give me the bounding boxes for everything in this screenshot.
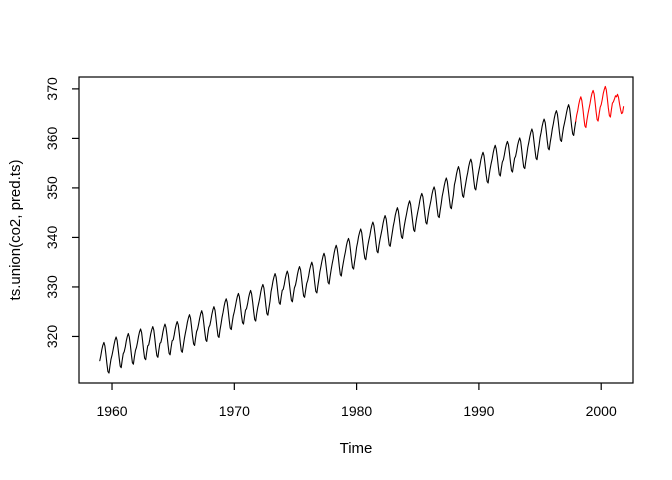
y-tick-label: 320: [44, 325, 60, 349]
x-tick-label: 2000: [586, 403, 617, 419]
x-axis: 1960 1970 1980 1990 2000: [96, 383, 617, 419]
y-tick-label: 360: [44, 127, 60, 151]
y-tick-label: 350: [44, 176, 60, 200]
y-tick-label: 370: [44, 77, 60, 101]
x-tick-label: 1970: [219, 403, 250, 419]
data-series-lines: [99, 85, 625, 374]
x-tick-label: 1960: [96, 403, 127, 419]
x-axis-title: Time: [340, 440, 373, 457]
plot-box-border: [78, 76, 634, 384]
series-line-co2: [99, 104, 577, 374]
y-tick-label: 330: [44, 275, 60, 299]
x-tick-label: 1990: [463, 403, 494, 419]
x-tick-label: 1980: [341, 403, 372, 419]
y-axis-title: ts.union(co2, pred.ts): [7, 160, 24, 301]
series-line-pred-ts: [575, 85, 625, 129]
y-tick-label: 340: [44, 226, 60, 250]
y-axis: 320 330 340 350 360 370: [44, 77, 79, 348]
